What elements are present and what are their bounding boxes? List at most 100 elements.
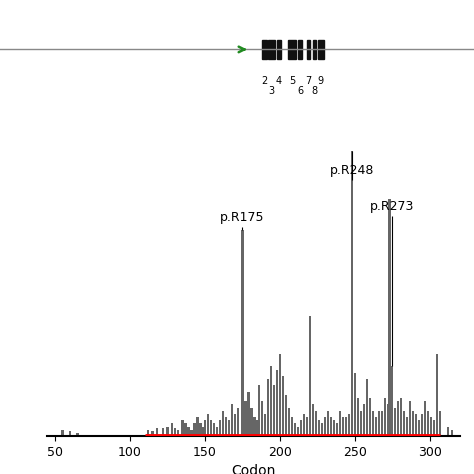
Bar [151,431,154,436]
Bar [277,40,281,59]
Bar [282,376,284,436]
Bar [204,420,206,436]
Bar [173,428,176,436]
Bar [374,417,377,436]
Bar [184,423,187,436]
Bar [424,401,427,436]
Bar [302,414,305,436]
Bar [250,408,253,436]
Bar [69,431,71,436]
Bar [336,423,338,436]
Bar [403,411,405,436]
Bar [430,417,432,436]
Bar [288,40,296,59]
Bar [244,401,246,436]
Bar [219,420,221,436]
Bar [181,420,183,436]
Bar [202,427,205,436]
Text: 5: 5 [289,76,295,86]
Bar [247,392,249,436]
Text: 2: 2 [261,76,268,86]
Bar [409,401,411,436]
Bar [436,354,438,436]
Bar [394,408,396,436]
Bar [309,316,311,436]
Bar [433,420,436,436]
Bar [291,417,293,436]
Bar [237,408,239,436]
Bar [372,411,374,436]
Bar [216,427,218,436]
Bar [327,411,329,436]
Bar [297,427,299,436]
Bar [210,420,212,436]
Bar [427,411,429,436]
Bar [231,404,233,436]
Bar [196,417,199,436]
Bar [288,408,290,436]
Bar [388,199,391,436]
Bar [267,379,269,436]
Bar [418,420,420,436]
Bar [213,423,215,436]
Bar [270,366,272,436]
Bar [381,411,383,436]
Bar [166,427,169,436]
Bar [351,151,353,436]
Bar [155,428,158,436]
Bar [415,414,418,436]
Bar [356,398,359,436]
Bar [360,411,362,436]
Bar [307,40,310,59]
Text: 3: 3 [269,86,274,96]
Bar [199,423,201,436]
Bar [284,395,287,436]
Bar [447,427,449,436]
Bar [228,420,230,436]
Bar [342,417,344,436]
Text: p.R248: p.R248 [329,164,374,177]
Bar [258,385,260,436]
Bar [313,40,316,59]
Bar [222,411,224,436]
Bar [171,423,173,436]
Bar [318,420,320,436]
Bar [400,398,402,436]
Bar [387,404,389,436]
Bar [190,430,192,436]
Bar [406,417,409,436]
Bar [354,373,356,436]
Bar [261,401,263,436]
Bar [439,411,441,436]
Bar [298,40,302,59]
Bar [329,417,332,436]
Text: 4: 4 [276,76,282,86]
Bar [263,40,267,59]
Text: 9: 9 [318,76,324,86]
Bar [324,417,326,436]
Bar [253,417,255,436]
Bar [268,40,275,59]
Bar [241,230,244,436]
Bar [177,430,179,436]
Bar [363,404,365,436]
Bar [369,398,371,436]
Bar [333,420,335,436]
Bar [397,401,400,436]
Bar [378,411,380,436]
Bar [338,411,341,436]
Bar [412,411,414,436]
Bar [187,427,190,436]
Text: p.R175: p.R175 [220,211,264,225]
Bar [311,404,314,436]
Text: p.R273: p.R273 [370,200,414,213]
Bar [146,430,149,436]
Bar [207,414,209,436]
Bar [293,423,296,436]
Bar [300,420,302,436]
Bar [421,414,423,436]
Bar [256,420,258,436]
X-axis label: Codon: Codon [231,465,276,474]
Bar [234,414,236,436]
Bar [61,430,64,436]
